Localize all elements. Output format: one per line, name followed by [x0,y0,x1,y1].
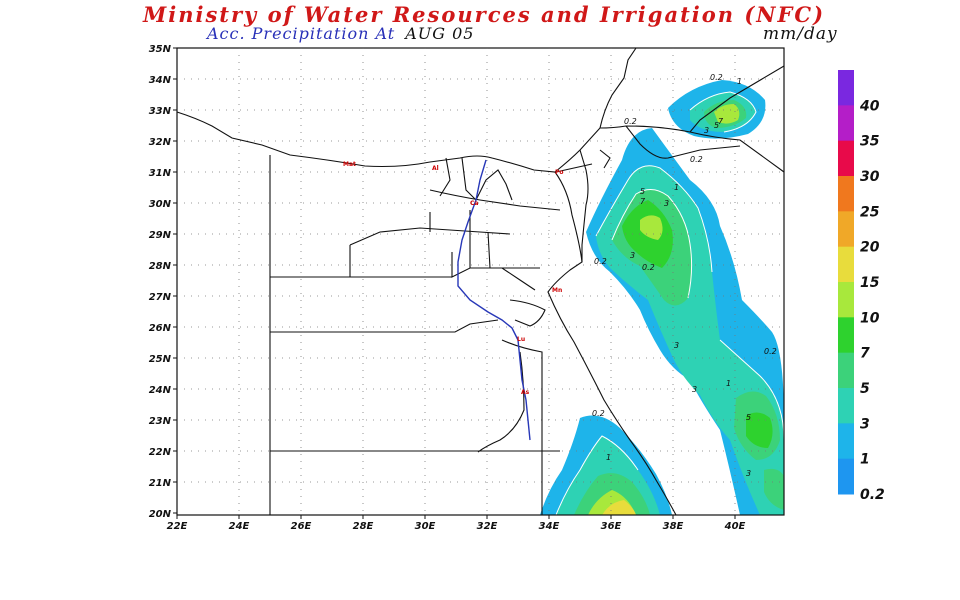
lat-tick-label: 20N [149,509,172,520]
city-label: Ca [470,200,478,207]
longitude-axis: 22E 24E 26E 28E 30E 32E 34E 36E 38E 40E [167,515,746,532]
lat-tick-label: 21N [149,478,172,489]
colorbar-label: 25 [860,204,880,220]
lon-tick-label: 38E [663,521,684,532]
colorbar-swatch [838,140,854,177]
contour-label: 5 [746,413,751,422]
colorbar-label: 3 [860,416,870,432]
colorbar-label: 40 [859,98,880,114]
colorbar-label: 30 [860,169,880,185]
colorbar-label: 10 [860,310,880,326]
contour-label: 1 [606,453,611,462]
colorbar: 40 35 30 25 20 15 10 7 5 3 1 0.2 [838,70,885,503]
colorbar-label: 20 [860,240,880,256]
lon-tick-label: 40E [724,521,746,532]
colorbar-swatch [838,423,854,460]
colorbar-label: 7 [860,346,870,362]
city-label: As [521,389,530,396]
contour-label: 1 [674,183,679,192]
plot-frame [176,47,785,516]
subtitle-text: Acc. Precipitation At [207,24,396,43]
colorbar-label: 0.2 [860,487,885,503]
contour-label: 0.2 [592,409,605,418]
colorbar-swatch [838,70,854,106]
colorbar-swatch [838,458,854,495]
contour-label: 3 [630,251,635,260]
colorbar-label: 15 [860,275,880,291]
lon-tick-label: 26E [291,521,312,532]
colorbar-swatch [838,211,854,248]
lon-tick-label: 30E [415,521,436,532]
contour-label: 0.2 [764,347,777,356]
units-label: mm/day [763,24,838,44]
city-label: Po [555,169,564,176]
contour-label: 3 [746,469,751,478]
lat-tick-label: 31N [149,168,172,179]
forecast-date: AUG 05 [405,24,475,43]
lat-tick-label: 27N [149,292,172,303]
city-label: Mat [343,161,356,168]
colorbar-label: 5 [860,381,870,397]
nile-river [457,159,531,441]
contour-label: 3 [664,199,669,208]
latitude-axis: 35N 34N 33N 32N 31N 30N 29N 28N 27N 26N 25N 24N 23N 2… [149,44,177,520]
lon-tick-label: 22E [167,521,188,532]
lat-tick-label: 28N [149,261,172,272]
city-label: Mn [552,287,562,294]
chart-title: Ministry of Water Resources and Irrigati… [143,2,826,27]
lon-tick-label: 24E [229,521,250,532]
lon-tick-label: 36E [601,521,622,532]
contour-lines [555,91,784,515]
chart-subtitle: Acc. Precipitation At AUG 05 [207,24,474,43]
colorbar-swatch [838,246,854,283]
city-label: Al [432,165,439,172]
coastlines-borders [176,47,785,516]
lat-tick-label: 30N [149,199,172,210]
lon-tick-label: 28E [353,521,374,532]
contour-label: 0.2 [710,73,723,82]
lat-tick-label: 22N [149,447,172,458]
lat-tick-label: 32N [149,137,172,148]
city-markers: Mat Al Po Ca Mn Lu As [343,161,564,396]
colorbar-label: 1 [860,452,870,468]
lat-tick-label: 33N [149,106,172,117]
colorbar-swatch [838,105,854,142]
contour-label: 3 [674,341,679,350]
colorbar-swatch [838,352,854,389]
contour-label: 0.2 [624,117,637,126]
lat-tick-label: 35N [149,44,172,55]
colorbar-swatch [838,388,854,424]
contour-label: 5 [640,187,645,196]
lat-tick-label: 23N [149,416,172,427]
colorbar-swatch [838,282,854,318]
contour-label-group: 0.2 1 3 5 7 0.2 0.2 0.2 1 3 5 7 0.2 3 0.… [592,73,777,478]
contour-label: 0.2 [642,263,655,272]
city-label: Lu [517,336,525,343]
lon-tick-label: 32E [477,521,498,532]
contour-label: 5 [714,121,719,130]
precip-fields [540,80,784,515]
contour-label: 3 [692,385,697,394]
lat-tick-label: 26N [149,323,172,334]
colorbar-swatch [838,317,854,354]
contour-label: 1 [737,77,742,86]
lat-tick-label: 34N [149,75,172,86]
contour-label: 0.2 [690,155,703,164]
contour-label: 0.2 [594,257,607,266]
colorbar-swatch [838,176,854,212]
lat-tick-label: 29N [149,230,172,241]
lon-tick-label: 34E [539,521,560,532]
lat-tick-label: 25N [149,354,172,365]
colorbar-label: 35 [860,134,880,150]
contour-label: 7 [718,117,724,126]
contour-label: 1 [726,379,731,388]
graticule [177,48,784,515]
contour-label: 3 [704,126,709,135]
contour-label: 7 [640,197,646,206]
lat-tick-label: 24N [149,385,172,396]
